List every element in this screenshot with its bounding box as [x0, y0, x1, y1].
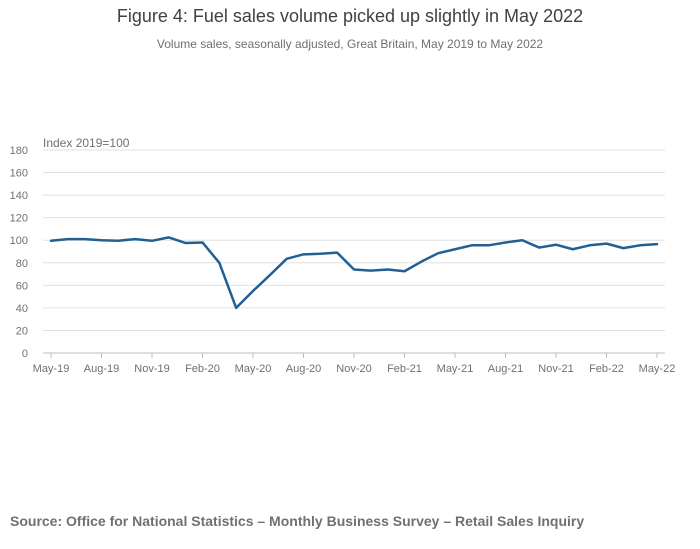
x-tick-label: Nov-19: [134, 363, 169, 375]
x-tick-label: Nov-20: [336, 363, 371, 375]
y-tick-label: 20: [16, 325, 28, 337]
y-tick-label: 120: [10, 213, 28, 225]
x-tick-label: Aug-21: [488, 363, 523, 375]
x-tick-label: Aug-20: [286, 363, 321, 375]
x-tick-label: May-19: [33, 363, 70, 375]
source-note: Source: Office for National Statistics –…: [10, 513, 584, 529]
y-tick-label: 80: [16, 258, 28, 270]
x-tick-label: Aug-19: [84, 363, 119, 375]
x-tick-label: May-20: [235, 363, 272, 375]
y-tick-label: 40: [16, 303, 28, 315]
y-tick-label: 140: [10, 190, 28, 202]
y-tick-label: 180: [10, 145, 28, 157]
y-axis-unit-label: Index 2019=100: [43, 136, 130, 150]
x-tick-label: Feb-21: [387, 363, 422, 375]
series-line: [51, 237, 657, 307]
x-tick-label: May-22: [639, 363, 676, 375]
y-tick-label: 60: [16, 280, 28, 292]
x-tick-label: Feb-22: [589, 363, 624, 375]
y-tick-label: 160: [10, 168, 28, 180]
x-tick-label: Feb-20: [185, 363, 220, 375]
x-tick-label: May-21: [437, 363, 474, 375]
series-layer: [51, 237, 657, 307]
axes: 0 20 40 60 80 100 120 140 160 180 May-19 Aug-19 Nov-…: [10, 145, 676, 375]
y-tick-label: 0: [22, 348, 28, 360]
x-tick-label: Nov-21: [538, 363, 573, 375]
y-tick-label: 100: [10, 235, 28, 247]
